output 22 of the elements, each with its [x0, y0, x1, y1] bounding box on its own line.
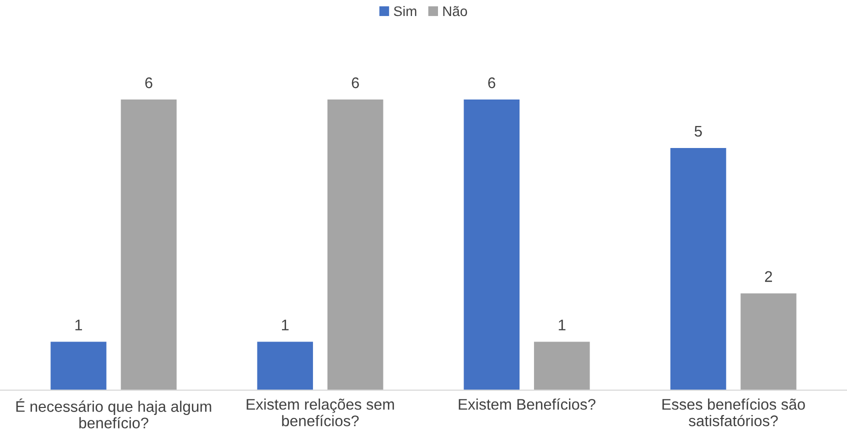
data-label: 6 — [352, 77, 359, 88]
data-label: 5 — [694, 126, 702, 137]
bar — [740, 293, 796, 390]
bar — [534, 342, 590, 390]
data-label: 1 — [75, 320, 82, 330]
data-label: 6 — [488, 77, 496, 88]
x-tick-label: Esses benefícios são satisfatórios? — [662, 398, 805, 426]
bar — [464, 100, 520, 390]
bar — [50, 342, 106, 390]
bar — [327, 100, 384, 390]
x-tick-label: Existem Benefícios? — [458, 398, 596, 410]
x-tick-label: Existem relações sem benefícios? — [246, 398, 394, 426]
bar — [257, 342, 313, 390]
x-tick-label: É necessário que haja algum benefício? — [16, 398, 212, 428]
legend-label: Não — [443, 6, 468, 16]
data-label: 1 — [558, 320, 566, 330]
legend-label: Sim — [394, 6, 416, 16]
bar — [670, 148, 726, 390]
bar — [120, 100, 177, 390]
data-label: 6 — [145, 77, 152, 88]
data-label: 2 — [765, 271, 772, 282]
data-label: 1 — [282, 320, 289, 330]
